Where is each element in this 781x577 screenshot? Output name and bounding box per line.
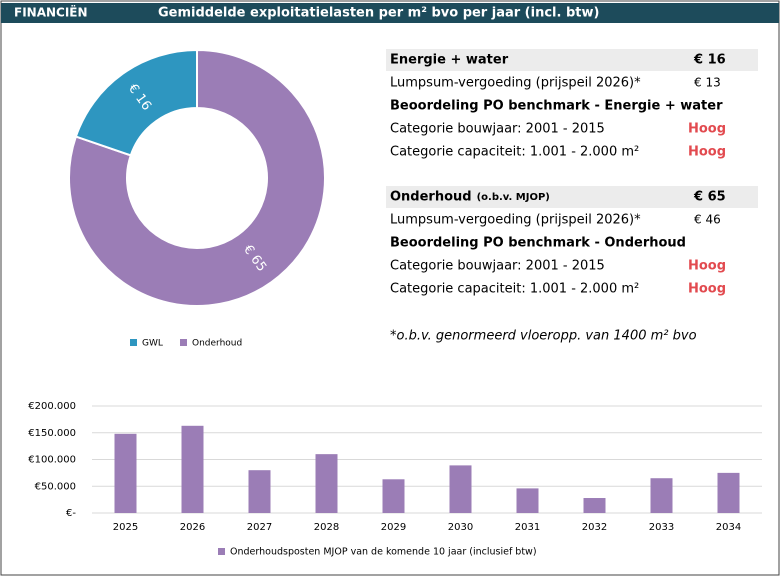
x-tick-label: 2030 <box>448 522 473 533</box>
benchmark-label: Categorie capaciteit: 1.001 - 2.000 m² <box>390 282 639 297</box>
section-title: Onderhoud (o.b.v. MJOP) <box>390 190 550 205</box>
x-tick-label: 2033 <box>649 522 674 533</box>
legend-label: GWL <box>142 339 163 349</box>
x-tick-label: 2034 <box>716 522 741 533</box>
legend-swatch <box>180 339 187 346</box>
benchmark-rating: Hoog <box>688 259 726 274</box>
benchmark-rating: Hoog <box>688 145 726 160</box>
lumpsum-amount: € 13 <box>694 76 721 90</box>
bar <box>315 454 338 513</box>
bar <box>382 479 405 513</box>
x-tick-label: 2032 <box>582 522 607 533</box>
section-amount: € 65 <box>693 190 726 205</box>
lumpsum-label: Lumpsum-vergoeding (prijspeil 2026)* <box>390 76 641 91</box>
footnote: *o.b.v. genormeerd vloeropp. van 1400 m²… <box>390 329 697 344</box>
benchmark-label: Categorie capaciteit: 1.001 - 2.000 m² <box>390 145 639 160</box>
section-title-note: (o.b.v. MJOP) <box>477 192 550 203</box>
bar <box>248 470 271 513</box>
y-tick-label: €150.000 <box>28 428 76 439</box>
donut-slice <box>68 48 326 307</box>
y-tick-label: €50.000 <box>35 481 76 492</box>
legend-label: Onderhoud <box>192 339 242 349</box>
benchmark-rating: Hoog <box>688 282 726 297</box>
header-title: Gemiddelde exploitatielasten per m² bvo … <box>158 6 599 21</box>
benchmark-title: Beoordeling PO benchmark - Onderhoud <box>390 236 686 251</box>
bar <box>583 498 606 513</box>
section-title-bg <box>386 186 758 208</box>
x-tick-label: 2025 <box>113 522 138 533</box>
donut-slice <box>74 48 198 157</box>
benchmark-label: Categorie bouwjaar: 2001 - 2015 <box>390 122 605 137</box>
legend-swatch <box>218 548 225 555</box>
x-tick-label: 2028 <box>314 522 339 533</box>
benchmark-label: Categorie bouwjaar: 2001 - 2015 <box>390 259 605 274</box>
section-title: FINANCIËN <box>14 5 88 20</box>
lumpsum-label: Lumpsum-vergoeding (prijspeil 2026)* <box>390 213 641 228</box>
bar <box>181 425 204 513</box>
y-tick-label: €100.000 <box>28 455 76 466</box>
lumpsum-amount: € 46 <box>694 213 721 227</box>
benchmark-title: Beoordeling PO benchmark - Energie + wat… <box>390 99 723 114</box>
bar <box>449 465 472 513</box>
section-title-bg <box>386 49 758 71</box>
x-tick-label: 2027 <box>247 522 272 533</box>
bar <box>717 472 740 513</box>
header-bar <box>1 3 779 23</box>
y-tick-label: €200.000 <box>28 401 76 412</box>
section-amount: € 16 <box>693 53 726 68</box>
section-title: Energie + water <box>390 53 509 68</box>
x-tick-label: 2029 <box>381 522 406 533</box>
legend-swatch <box>130 339 137 346</box>
bar <box>650 478 673 513</box>
benchmark-rating: Hoog <box>688 122 726 137</box>
bar <box>114 433 137 513</box>
legend-label: Onderhoudsposten MJOP van de komende 10 … <box>230 547 537 558</box>
y-tick-label: €- <box>66 508 76 519</box>
bar <box>516 488 539 513</box>
x-tick-label: 2031 <box>515 522 540 533</box>
x-tick-label: 2026 <box>180 522 205 533</box>
